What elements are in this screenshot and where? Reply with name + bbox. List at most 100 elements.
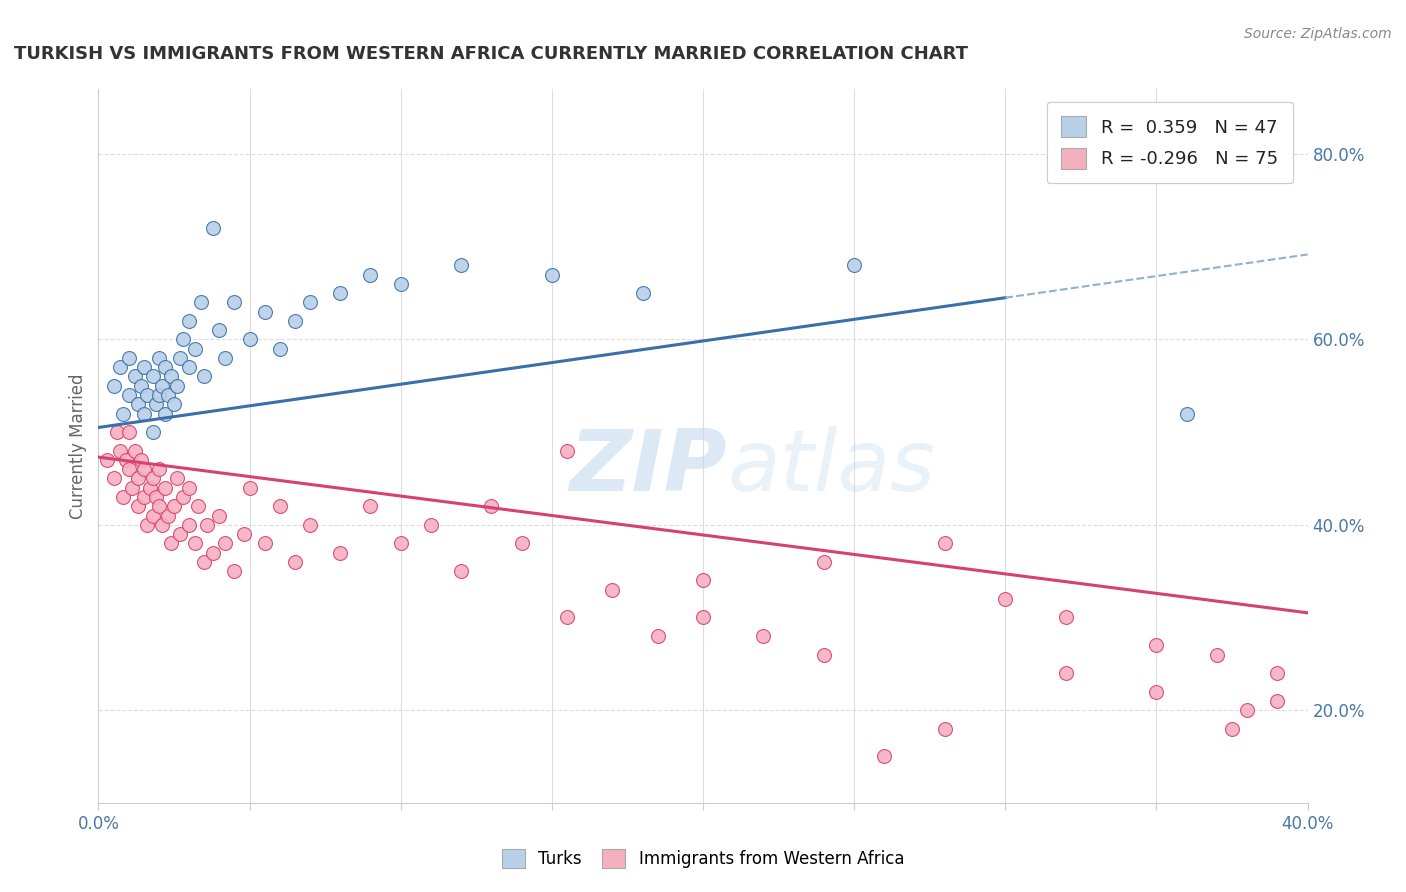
Point [121,481,143,495]
Point [239,333,262,347]
Point [148,388,170,402]
Point [156,388,179,402]
Point [150,378,173,392]
Point [253,304,276,318]
Point [105,425,128,439]
Point [195,517,218,532]
Legend: Turks, Immigrants from Western Africa: Turks, Immigrants from Western Africa [495,842,911,875]
Point [114,453,136,467]
Point [103,471,125,485]
Point [172,490,194,504]
Point [187,500,209,514]
Point [148,500,170,514]
Point [132,462,155,476]
Point [873,749,896,764]
Point [108,443,131,458]
Point [1206,648,1229,662]
Point [129,453,152,467]
Point [510,536,533,550]
Point [389,536,412,550]
Y-axis label: Currently Married: Currently Married [69,373,87,519]
Point [179,314,201,328]
Point [153,407,176,421]
Point [269,500,291,514]
Point [96,453,118,467]
Point [156,508,179,523]
Point [139,481,162,495]
Point [135,517,157,532]
Point [555,610,578,624]
Point [142,425,165,439]
Point [602,582,624,597]
Point [450,258,472,272]
Point [142,471,165,485]
Point [179,481,201,495]
Point [127,471,149,485]
Point [142,508,165,523]
Point [148,462,170,476]
Text: Source: ZipAtlas.com: Source: ZipAtlas.com [1244,27,1392,41]
Point [160,369,183,384]
Point [329,545,352,559]
Point [299,295,322,310]
Point [124,443,146,458]
Point [179,360,201,375]
Point [692,610,714,624]
Point [163,500,186,514]
Point [145,490,167,504]
Point [166,471,188,485]
Point [299,517,322,532]
Point [111,407,134,421]
Point [132,407,155,421]
Point [184,342,207,356]
Point [193,555,215,569]
Point [172,333,194,347]
Point [129,378,152,392]
Text: ZIP: ZIP [569,425,727,509]
Point [647,629,669,643]
Point [269,342,291,356]
Point [202,221,225,235]
Point [284,555,307,569]
Point [118,388,141,402]
Point [934,722,956,736]
Point [184,536,207,550]
Point [1054,666,1077,681]
Point [450,564,472,578]
Point [224,564,246,578]
Point [360,500,382,514]
Point [752,629,775,643]
Point [540,268,562,282]
Point [124,369,146,384]
Point [1267,666,1289,681]
Point [190,295,212,310]
Point [160,536,183,550]
Point [1267,694,1289,708]
Point [111,490,134,504]
Point [1144,684,1167,698]
Point [329,286,352,301]
Point [142,369,165,384]
Point [132,360,155,375]
Point [108,360,131,375]
Point [631,286,654,301]
Point [389,277,412,291]
Point [150,517,173,532]
Point [844,258,866,272]
Point [420,517,443,532]
Point [118,425,141,439]
Point [163,397,186,411]
Text: atlas: atlas [727,425,935,509]
Point [153,481,176,495]
Point [214,536,236,550]
Point [208,508,231,523]
Point [148,351,170,365]
Legend: R =  0.359   N = 47, R = -0.296   N = 75: R = 0.359 N = 47, R = -0.296 N = 75 [1047,102,1292,183]
Point [253,536,276,550]
Point [127,397,149,411]
Point [153,360,176,375]
Point [1054,610,1077,624]
Point [813,648,835,662]
Point [118,351,141,365]
Point [555,443,578,458]
